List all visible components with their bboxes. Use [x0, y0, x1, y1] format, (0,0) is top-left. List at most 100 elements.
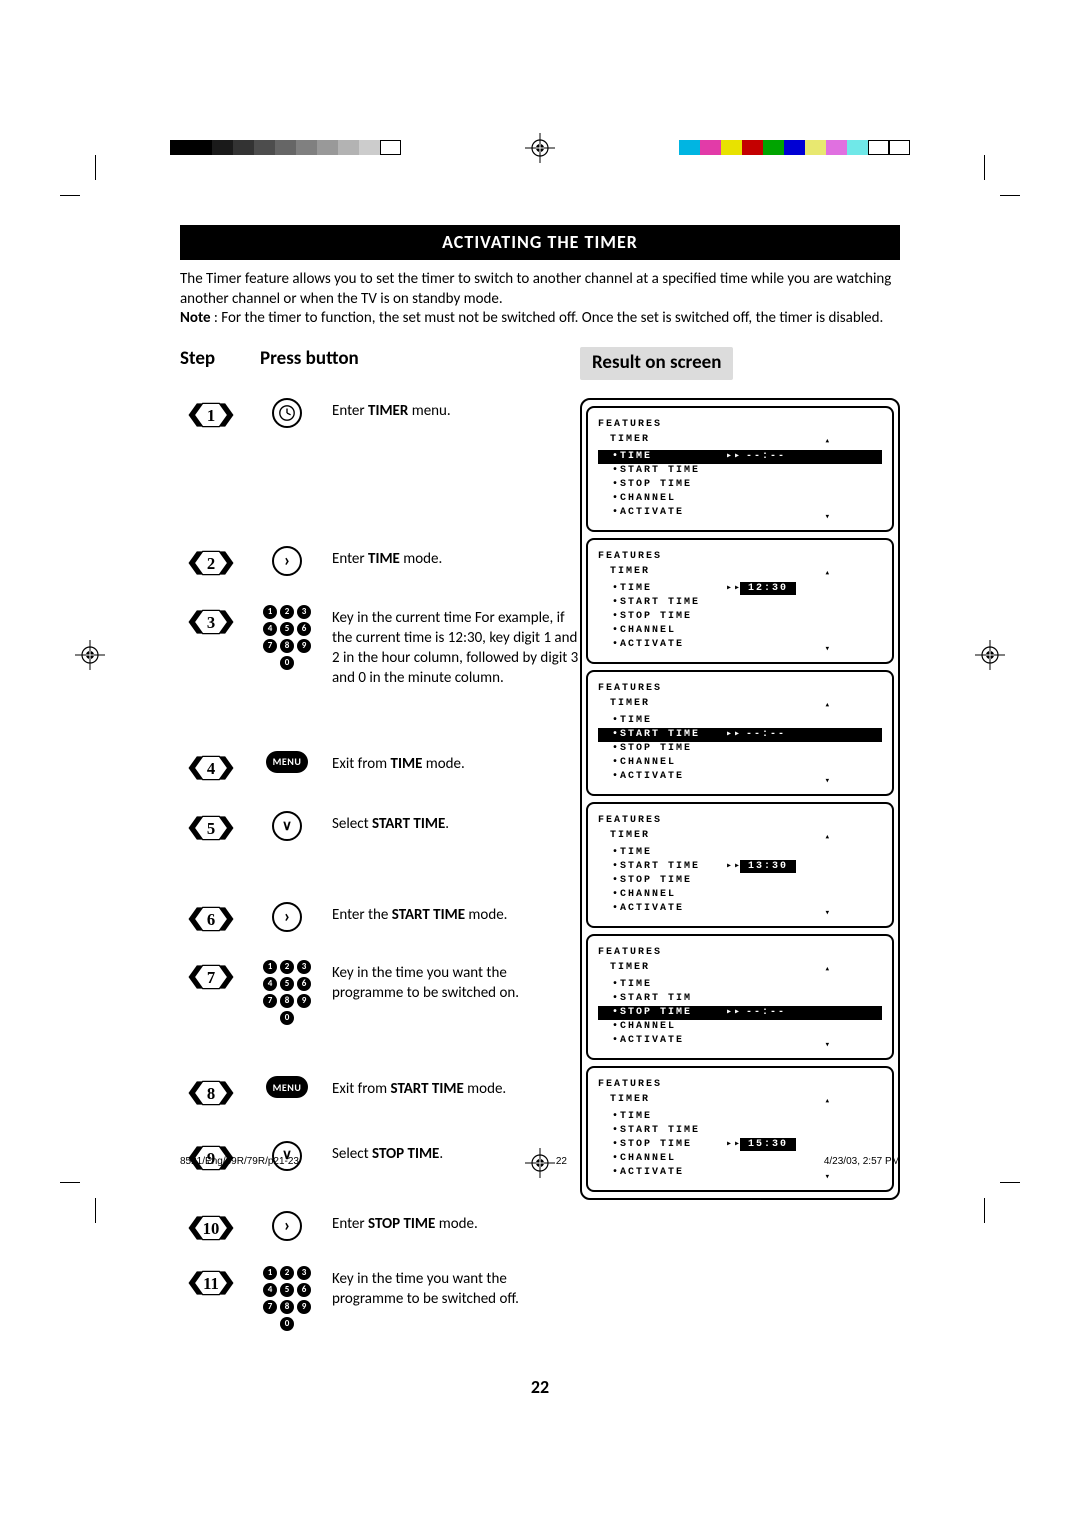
color-swatch [317, 140, 338, 155]
right-button-icon: › [272, 546, 302, 576]
crop-mark [984, 1198, 985, 1223]
color-swatch [679, 140, 700, 155]
step-number: 8 [180, 1076, 242, 1117]
step-number: 4 [180, 751, 242, 792]
color-swatch [868, 140, 889, 155]
svg-text:11: 11 [203, 1273, 219, 1292]
svg-text:2: 2 [207, 554, 215, 573]
page-footer: 8521/Eng/69R/79R/p21-23 22 4/23/03, 2:57… [180, 1155, 900, 1168]
step-number: 11 [180, 1266, 242, 1307]
header-result: Result on screen [580, 347, 733, 380]
color-swatch [826, 140, 847, 155]
step-button: 1234567890 [242, 1266, 332, 1334]
step-button: › [242, 902, 332, 932]
osd-screen: FEATURESTIMER•TIME▸▸12:30•START TIME•STO… [586, 538, 894, 664]
step-description: Enter TIMER menu. [332, 398, 580, 421]
intro-text: The Timer feature allows you to set the … [180, 270, 891, 308]
svg-text:5: 5 [207, 819, 215, 838]
registration-mark-icon [525, 133, 555, 163]
step-number: 6 [180, 902, 242, 943]
step-description: Enter TIME mode. [332, 546, 580, 569]
osd-screen: FEATURESTIMER•TIME•START TIME•STOP TIME▸… [586, 1066, 894, 1192]
step-button: 1234567890 [242, 605, 332, 673]
step-row: 8 MENUExit from START TIME mode. [180, 1076, 580, 1117]
keypad-icon: 1234567890 [263, 960, 311, 1028]
column-headers: Step Press button Result on screen [180, 347, 900, 380]
color-swatch [721, 140, 742, 155]
svg-text:6: 6 [207, 909, 215, 928]
step-description: Key in the current time For example, if … [332, 605, 580, 689]
color-swatch [742, 140, 763, 155]
step-number: 10 [180, 1211, 242, 1252]
clock-button-icon [272, 398, 302, 428]
step-description: Key in the time you want the programme t… [332, 1266, 580, 1310]
svg-text:3: 3 [207, 612, 215, 631]
footer-center: 22 [556, 1155, 567, 1168]
intro-paragraph: The Timer feature allows you to set the … [180, 270, 900, 329]
step-button [242, 398, 332, 429]
osd-screen: FEATURESTIMER•TIME▸▸--:--•START TIME•STO… [586, 406, 894, 532]
svg-text:7: 7 [207, 968, 215, 987]
intro-note-label: Note [180, 309, 211, 327]
svg-text:4: 4 [207, 758, 216, 777]
osd-screen: FEATURESTIMER•TIME•START TIM•STOP TIME▸▸… [586, 934, 894, 1060]
step-row: 2 › Enter TIME mode. [180, 546, 580, 587]
step-button: ∨ [242, 811, 332, 841]
color-swatch [763, 140, 784, 155]
step-description: Exit from START TIME mode. [332, 1076, 580, 1099]
step-button: 1234567890 [242, 960, 332, 1028]
right-button-icon: › [272, 902, 302, 932]
footer-right: 4/23/03, 2:57 PM [824, 1155, 900, 1168]
step-description: Select START TIME. [332, 811, 580, 834]
registration-mark-icon [975, 640, 1005, 670]
step-description: Enter STOP TIME mode. [332, 1211, 580, 1234]
crop-mark [60, 1182, 80, 1183]
color-swatch [889, 140, 910, 155]
color-swatch [212, 140, 233, 155]
menu-button-icon: MENU [266, 751, 308, 773]
step-button: MENU [242, 1076, 332, 1098]
step-row: 10 › Enter STOP TIME mode. [180, 1211, 580, 1252]
color-swatch [338, 140, 359, 155]
crop-mark [1000, 1182, 1020, 1183]
colorbar-grayscale [170, 140, 401, 155]
footer-left: 8521/Eng/69R/79R/p21-23 [180, 1155, 299, 1168]
color-swatch [254, 140, 275, 155]
step-row: 4 MENU Exit from TIME mode. [180, 751, 580, 792]
step-description: Exit from TIME mode. [332, 751, 580, 774]
page-number: 22 [180, 1376, 900, 1399]
crop-mark [95, 155, 96, 180]
step-row: 7 1234567890 Key in the time you want the … [180, 960, 580, 1028]
svg-text:8: 8 [207, 1084, 215, 1103]
registration-mark-icon [75, 640, 105, 670]
section-title: ACTIVATING THE TIMER [180, 225, 900, 260]
step-button: › [242, 546, 332, 576]
step-number: 7 [180, 960, 242, 1001]
color-swatch [700, 140, 721, 155]
colorbar-color [679, 140, 910, 155]
step-number: 3 [180, 605, 242, 646]
step-description: Key in the time you want the programme t… [332, 960, 580, 1004]
svg-text:1: 1 [207, 405, 215, 424]
step-row: 5 ∨ Select START TIME. [180, 811, 580, 852]
step-number: 1 [180, 398, 242, 439]
color-swatch [170, 140, 191, 155]
color-swatch [847, 140, 868, 155]
down-button-icon: ∨ [272, 811, 302, 841]
step-button: MENU [242, 751, 332, 773]
step-button: › [242, 1211, 332, 1241]
step-number: 5 [180, 811, 242, 852]
crop-mark [95, 1198, 96, 1223]
step-row: 1 Enter TIMER menu. [180, 398, 580, 439]
step-number: 2 [180, 546, 242, 587]
osd-container: FEATURESTIMER•TIME▸▸--:--•START TIME•STO… [580, 398, 900, 1200]
color-swatch [296, 140, 317, 155]
crop-mark [60, 195, 80, 196]
color-swatch [805, 140, 826, 155]
header-step: Step [180, 347, 260, 380]
crop-mark [1000, 195, 1020, 196]
right-button-icon: › [272, 1211, 302, 1241]
keypad-icon: 1234567890 [263, 605, 311, 673]
color-swatch [233, 140, 254, 155]
color-swatch [380, 140, 401, 155]
